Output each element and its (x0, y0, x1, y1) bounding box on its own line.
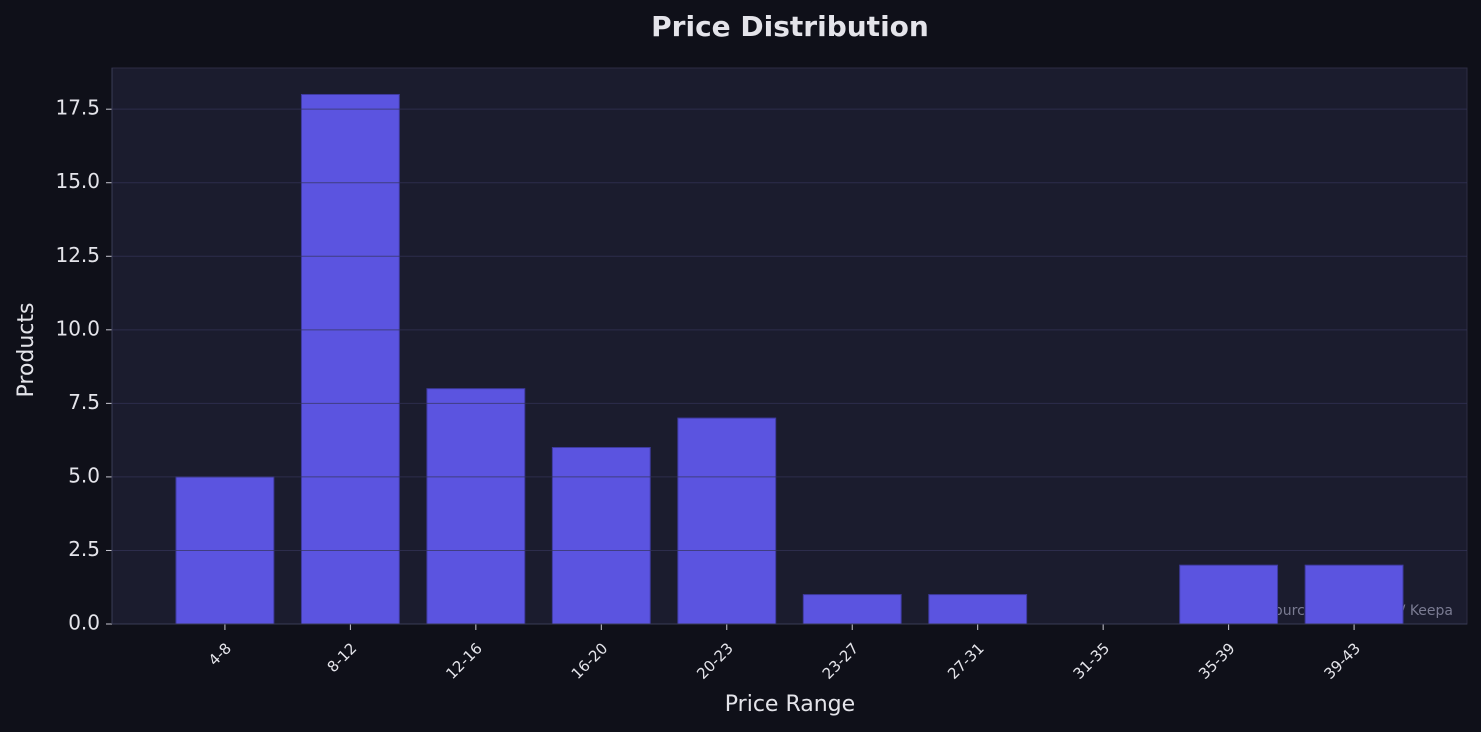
x-axis-label: Price Range (725, 692, 855, 717)
bar (300, 93, 400, 625)
y-tick-label: 12.5 (55, 243, 100, 267)
bar (1304, 564, 1404, 625)
y-tick-label: 7.5 (68, 390, 100, 414)
y-tick-label: 0.0 (68, 611, 100, 635)
y-tick-label: 10.0 (55, 316, 100, 340)
bar (426, 388, 526, 625)
y-tick-label: 5.0 (68, 463, 100, 487)
bar (928, 594, 1028, 625)
y-tick-label: 15.0 (55, 169, 100, 193)
bar (802, 594, 902, 625)
bar (1179, 564, 1279, 625)
y-tick-label: 2.5 (68, 537, 100, 561)
y-axis-label: Products (14, 303, 39, 398)
y-tick-label: 17.5 (55, 96, 100, 120)
bar (677, 417, 777, 625)
bar (551, 446, 651, 625)
chart-title: Price Distribution (651, 10, 929, 43)
